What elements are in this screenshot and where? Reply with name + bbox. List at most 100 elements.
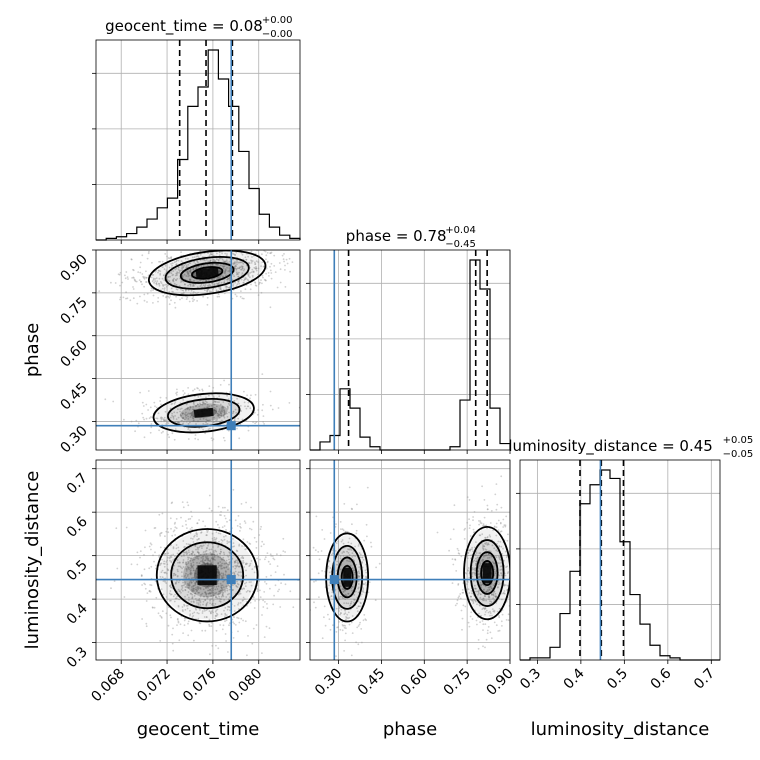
sample-point — [221, 593, 224, 596]
sample-point — [219, 514, 221, 516]
sample-point — [143, 285, 146, 288]
sample-point — [206, 289, 208, 292]
sample-point — [197, 396, 200, 398]
sample-point — [168, 303, 171, 306]
sample-point — [167, 276, 170, 278]
sample-point — [211, 554, 214, 556]
sample-point — [177, 581, 180, 584]
sample-point — [184, 415, 187, 417]
sample-point — [181, 606, 184, 608]
sample-point — [225, 566, 228, 568]
sample-point — [354, 545, 356, 548]
sample-point — [179, 414, 182, 416]
sample-point — [168, 291, 171, 293]
sample-point — [480, 584, 482, 586]
sample-point — [278, 262, 281, 264]
sample-point — [214, 592, 216, 595]
sample-point — [247, 274, 250, 276]
sample-point — [190, 557, 193, 560]
sample-point — [265, 625, 268, 628]
sample-point — [183, 551, 186, 554]
sample-point — [183, 624, 186, 627]
sample-point — [166, 559, 169, 562]
sample-point — [167, 276, 170, 278]
sample-point — [203, 561, 206, 564]
sample-point — [187, 582, 189, 585]
sample-point — [219, 403, 222, 406]
panel-frame — [519, 459, 721, 661]
sample-point — [221, 247, 223, 249]
sample-point — [148, 590, 151, 593]
tick-label: 0.60 — [57, 337, 90, 370]
sample-point — [171, 264, 174, 267]
sample-point — [482, 547, 485, 550]
sample-point — [506, 539, 509, 542]
sample-point — [189, 412, 192, 414]
sample-point — [172, 418, 175, 420]
sample-point — [227, 398, 230, 401]
sample-point — [201, 389, 204, 392]
sample-point — [187, 272, 190, 274]
sample-point — [350, 602, 352, 605]
sample-point — [252, 627, 255, 630]
sample-point — [232, 412, 234, 415]
sample-point — [237, 515, 240, 517]
sample-point — [148, 250, 150, 253]
sample-point — [136, 551, 139, 554]
sample-point — [170, 586, 173, 589]
sample-point — [511, 542, 513, 544]
sample-point — [217, 574, 219, 577]
sample-point — [170, 272, 173, 275]
sample-point — [155, 282, 158, 285]
sample-point — [221, 526, 224, 529]
sample-point — [168, 592, 171, 595]
sample-point — [149, 406, 152, 409]
sample-point — [145, 622, 148, 625]
sample-point — [355, 641, 357, 644]
sample-point — [482, 607, 485, 609]
sample-point — [167, 624, 170, 627]
sample-point — [181, 275, 184, 278]
sample-point — [155, 282, 158, 284]
sample-point — [137, 422, 140, 425]
sample-point — [342, 588, 345, 591]
sample-point — [182, 561, 184, 564]
sample-point — [505, 566, 507, 568]
sample-point — [204, 599, 207, 601]
sample-point — [233, 275, 236, 278]
sample-point — [284, 286, 287, 288]
sample-point — [203, 402, 206, 405]
sample-point — [192, 284, 195, 287]
sample-point — [224, 633, 227, 635]
density-peak — [193, 407, 214, 418]
sample-point — [265, 254, 268, 257]
sample-point — [254, 600, 256, 602]
sample-point — [492, 593, 495, 596]
sample-point — [259, 558, 261, 561]
sample-point — [484, 536, 486, 539]
panel-title-phase: phase = 0.78+0.04−0.45 — [346, 225, 476, 250]
sample-point — [493, 590, 496, 593]
sample-point — [153, 606, 156, 609]
sample-point — [454, 604, 457, 607]
sample-point — [199, 253, 202, 256]
sample-point — [181, 609, 184, 611]
sample-point — [201, 403, 204, 406]
sample-point — [228, 552, 231, 555]
sample-point — [220, 514, 222, 516]
sample-point — [210, 612, 212, 614]
sample-point — [237, 281, 240, 283]
sample-point — [173, 438, 176, 441]
sample-point — [330, 595, 333, 597]
sample-point — [474, 599, 476, 601]
sample-point — [165, 269, 168, 272]
sample-point — [225, 619, 228, 622]
sample-point — [498, 581, 500, 584]
tick-label: 0.5 — [604, 666, 631, 693]
sample-point — [166, 279, 169, 282]
sample-point — [273, 265, 276, 267]
sample-point — [188, 283, 191, 285]
sample-point — [187, 567, 190, 570]
sample-point — [477, 593, 479, 596]
sample-point — [236, 272, 239, 275]
